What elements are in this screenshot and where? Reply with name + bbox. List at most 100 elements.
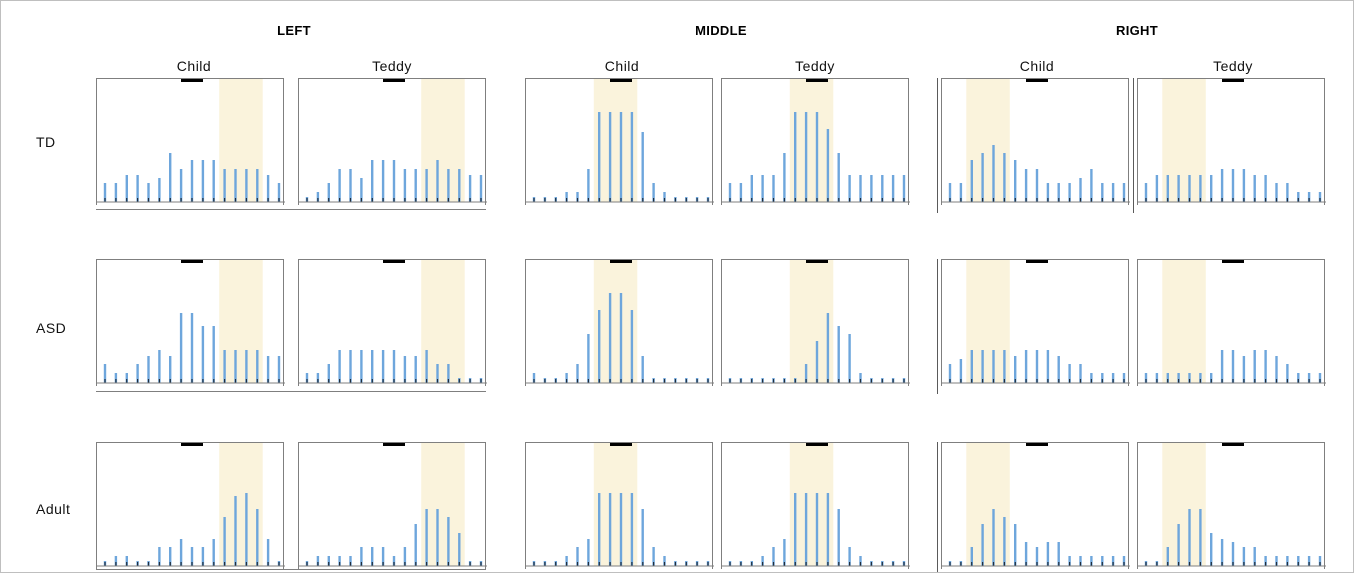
axis-tick-12: [663, 562, 666, 566]
bar-6: [169, 153, 172, 202]
bar-7: [179, 169, 183, 202]
axis-tick-11: [1069, 379, 1071, 383]
axis-tick-9: [1047, 198, 1049, 202]
axis-tick-5: [783, 198, 785, 202]
axis-tick-9: [1047, 379, 1049, 383]
panel-right-teddy-td: [1137, 78, 1326, 205]
bar-8: [392, 160, 396, 202]
axis-tick-0: [1145, 379, 1147, 383]
bar-5: [783, 153, 786, 202]
bar-14: [458, 533, 461, 566]
bar-16: [1318, 373, 1322, 383]
bar-6: [1014, 356, 1017, 383]
bar-4: [992, 145, 995, 202]
axis-tick-9: [404, 198, 406, 202]
bar-7: [1024, 350, 1028, 383]
stimulus-marker: [1222, 260, 1244, 263]
bar-1: [114, 183, 118, 202]
axis-tick-13: [674, 198, 676, 202]
panel-left-child-td: [96, 78, 285, 205]
axis-tick-12: [663, 198, 666, 202]
panel-right-child-asd: [941, 259, 1130, 386]
axis-tick-1: [115, 198, 117, 202]
axis-tick-6: [1014, 198, 1016, 202]
bar-12: [1275, 556, 1278, 566]
axis-tick-10: [415, 198, 417, 202]
panel-left-child-asd: [96, 259, 285, 386]
bar-12: [1079, 556, 1082, 566]
bar-3: [338, 169, 341, 202]
bar-4: [772, 175, 775, 202]
bar-1: [114, 556, 118, 566]
bar-10: [212, 160, 215, 202]
axis-tick-1: [960, 198, 962, 202]
axis-tick-15: [267, 198, 269, 202]
bar-11: [848, 547, 851, 566]
axis-tick-16: [903, 379, 905, 383]
bar-10: [641, 356, 644, 383]
axis-tick-11: [1069, 198, 1071, 202]
bar-3: [981, 350, 984, 383]
axis-tick-3: [137, 379, 139, 383]
bar-3: [338, 350, 341, 383]
axis-tick-3: [137, 198, 139, 202]
bar-11: [848, 175, 851, 202]
axis-tick-8: [393, 379, 395, 383]
shaded-region: [1162, 79, 1206, 202]
axis-tick-15: [892, 562, 894, 566]
bar-0: [948, 364, 952, 383]
bar-chart-left-teddy-td: [299, 79, 487, 203]
bar-7: [804, 364, 808, 383]
bar-10: [1057, 356, 1060, 383]
axis-tick-14: [458, 562, 460, 566]
axis-tick-10: [415, 562, 417, 566]
row-label-td: TD: [36, 134, 56, 150]
axis-tick-15: [892, 198, 894, 202]
axis-tick-10: [838, 562, 840, 566]
bar-10: [837, 509, 840, 566]
bar-chart-left-teddy-asd: [299, 260, 487, 384]
axis-tick-11: [426, 562, 428, 566]
axis-tick-13: [870, 198, 872, 202]
axis-tick-9: [631, 198, 633, 202]
axis-tick-1: [740, 562, 742, 566]
axis-tick-12: [1079, 562, 1082, 566]
axis-tick-2: [971, 562, 973, 566]
axis-tick-0: [306, 562, 308, 566]
axis-tick-2: [751, 198, 753, 202]
axis-tick-12: [859, 198, 862, 202]
axis-tick-7: [1025, 562, 1027, 566]
bar-9: [1046, 183, 1050, 202]
axis-tick-13: [1090, 198, 1092, 202]
axis-tick-15: [696, 562, 698, 566]
axis-tick-12: [436, 379, 439, 383]
axis-tick-8: [191, 562, 193, 566]
axis-tick-11: [1265, 562, 1267, 566]
axis-tick-11: [224, 562, 226, 566]
bar-12: [234, 350, 237, 383]
bar-13: [447, 169, 450, 202]
axis-tick-8: [620, 379, 622, 383]
stimulus-marker: [181, 79, 203, 82]
bar-8: [190, 160, 194, 202]
axis-tick-1: [1156, 198, 1158, 202]
bar-9: [1242, 356, 1246, 383]
axis-tick-2: [126, 198, 128, 202]
bar-15: [266, 175, 270, 202]
bar-10: [641, 509, 644, 566]
bar-6: [794, 112, 797, 202]
axis-tick-4: [349, 198, 352, 202]
axis-tick-13: [245, 379, 247, 383]
axis-tick-16: [278, 562, 280, 566]
bar-9: [1046, 350, 1050, 383]
axis-tick-16: [480, 562, 482, 566]
bar-7: [804, 493, 808, 566]
axis-tick-5: [158, 562, 160, 566]
axis-tick-11: [849, 562, 851, 566]
bar-3: [1177, 373, 1180, 383]
axis-tick-6: [169, 379, 171, 383]
axis-tick-4: [147, 198, 150, 202]
axis-tick-2: [328, 198, 330, 202]
bar-5: [360, 547, 363, 566]
